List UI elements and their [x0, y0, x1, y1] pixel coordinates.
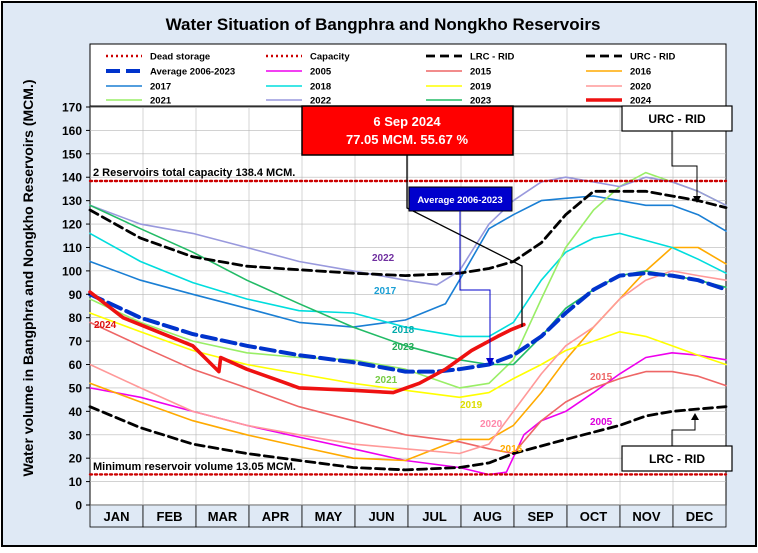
- lrc-arrowhead: [691, 413, 699, 420]
- y-tick-label: 100: [62, 264, 82, 278]
- lrc-label: LRC - RID: [649, 452, 705, 466]
- callout-leader: [406, 155, 523, 327]
- callout-box: [301, 105, 514, 156]
- annotation-layer: 2 Reservoirs total capacity 138.4 MCM. M…: [93, 105, 733, 473]
- legend-label-2024: 2024: [630, 96, 652, 107]
- legend-label-2021: 2021: [150, 96, 172, 107]
- y-tick-label: 0: [75, 499, 82, 513]
- x-tick-label: MAY: [315, 509, 343, 524]
- series-tag-2024: 2024: [94, 320, 117, 331]
- y-tick-label: 30: [69, 428, 83, 442]
- series-line-average-2006-2023: [88, 271, 728, 374]
- y-tick-label: 90: [69, 288, 83, 302]
- legend-label-2018: 2018: [310, 82, 331, 93]
- avg-label-box: [408, 186, 513, 212]
- series-line-urc-rid: [88, 189, 728, 278]
- legend-label-2022: 2022: [310, 96, 331, 107]
- x-tick-label: OCT: [580, 509, 608, 524]
- legend-label-capacity: Capacity: [310, 52, 350, 63]
- x-tick-label: SEP: [527, 509, 553, 524]
- chart-title: Water Situation of Bangphra and Nongkho …: [166, 15, 601, 34]
- legend-label-2016: 2016: [630, 67, 651, 78]
- series-line-2024: [88, 290, 526, 395]
- series-line-2021: [89, 171, 727, 389]
- series-tag-2018: 2018: [392, 325, 415, 336]
- urc-arrowhead: [693, 196, 701, 203]
- x-tick-label: AUG: [473, 509, 502, 524]
- urc-leader: [671, 131, 698, 198]
- series-line-2022: [89, 176, 727, 286]
- legend-label-2017: 2017: [150, 82, 171, 93]
- y-tick-label: 40: [69, 405, 83, 419]
- legend-label-2020: 2020: [630, 82, 651, 93]
- x-tick-label: JUN: [368, 509, 394, 524]
- x-tick-label: JAN: [103, 509, 129, 524]
- series-line-2018: [89, 232, 727, 338]
- series-tag-2016: 2016: [500, 444, 523, 455]
- capacity-label: 2 Reservoirs total capacity 138.4 MCM.: [93, 167, 295, 179]
- series-line-2015: [89, 321, 727, 455]
- x-tick-label: FEB: [157, 509, 183, 524]
- series-tag-2023: 2023: [392, 342, 415, 353]
- y-tick-label: 20: [69, 452, 83, 466]
- series-line-lrc-rid: [88, 405, 728, 472]
- y-tick-label: 120: [62, 218, 82, 232]
- series-tag-2019: 2019: [460, 400, 483, 411]
- series-tag-2005: 2005: [590, 417, 613, 428]
- y-tick-label: 110: [63, 241, 83, 255]
- legend: Dead storage Capacity LRC - RID URC - RID Av…: [89, 43, 727, 107]
- series-tag-2020: 2020: [480, 419, 503, 430]
- x-tick-label: NOV: [632, 509, 661, 524]
- legend-label-2023: 2023: [470, 96, 491, 107]
- min-volume-label: Minimum reservoir volume 13.05 MCM.: [93, 461, 296, 473]
- y-tick-label: 80: [69, 311, 83, 325]
- y-tick-label: 130: [62, 194, 82, 208]
- legend-label-average-2006-2023: Average 2006-2023: [150, 67, 235, 78]
- legend-label-2005: 2005: [310, 67, 332, 78]
- legend-label-lrc-rid: LRC - RID: [470, 52, 514, 63]
- callout-value: 77.05 MCM. 55.67 %: [346, 132, 469, 147]
- x-tick-label: APR: [262, 509, 290, 524]
- legend-label-urc-rid: URC - RID: [630, 52, 676, 63]
- urc-label-box: [621, 105, 733, 132]
- month-bands: JAN FEB MAR APR MAY JUN JUL AUG SEP OCT NOV DEC: [89, 504, 727, 528]
- legend-label-2015: 2015: [470, 67, 492, 78]
- avg-arrowhead: [486, 358, 494, 366]
- y-tick-label: 160: [62, 124, 82, 138]
- y-tick-label: 70: [69, 335, 83, 349]
- y-axis-label: Water volume in Bangphra and Nongkho Res…: [20, 80, 36, 477]
- y-tick-label: 150: [62, 147, 82, 161]
- y-tick-label: 50: [69, 381, 83, 395]
- urc-label: URC - RID: [648, 112, 706, 126]
- y-tick-label: 60: [69, 358, 83, 372]
- legend-box: [89, 43, 727, 107]
- avg-leader: [459, 211, 491, 360]
- series-tag-2017: 2017: [374, 286, 397, 297]
- avg-label: Average 2006-2023: [417, 195, 502, 206]
- lrc-label-box: [621, 445, 733, 472]
- legend-label-2019: 2019: [470, 82, 491, 93]
- axes: 0 10 20 30 40 50 60 70 80 90 100 110 120 130 140 150 160…: [62, 101, 90, 513]
- series-tag-2015: 2015: [590, 372, 613, 383]
- series-line-2016: [89, 246, 727, 462]
- y-tick-label: 140: [62, 171, 82, 185]
- x-tick-label: DEC: [686, 509, 714, 524]
- y-tick-label: 170: [62, 101, 82, 115]
- series-line-2019: [89, 312, 727, 399]
- y-tick-label: 10: [69, 475, 83, 489]
- lrc-leader: [671, 418, 696, 446]
- series-tag-2021: 2021: [375, 375, 398, 386]
- x-tick-label: JUL: [422, 509, 447, 524]
- series-tag-2022: 2022: [372, 253, 395, 264]
- series-layer: [88, 171, 728, 476]
- callout-date: 6 Sep 2024: [373, 114, 441, 129]
- series-line-2017: [89, 195, 727, 328]
- legend-label-dead-storage: Dead storage: [150, 52, 210, 63]
- x-tick-label: MAR: [208, 509, 238, 524]
- series-line-2020: [89, 270, 727, 455]
